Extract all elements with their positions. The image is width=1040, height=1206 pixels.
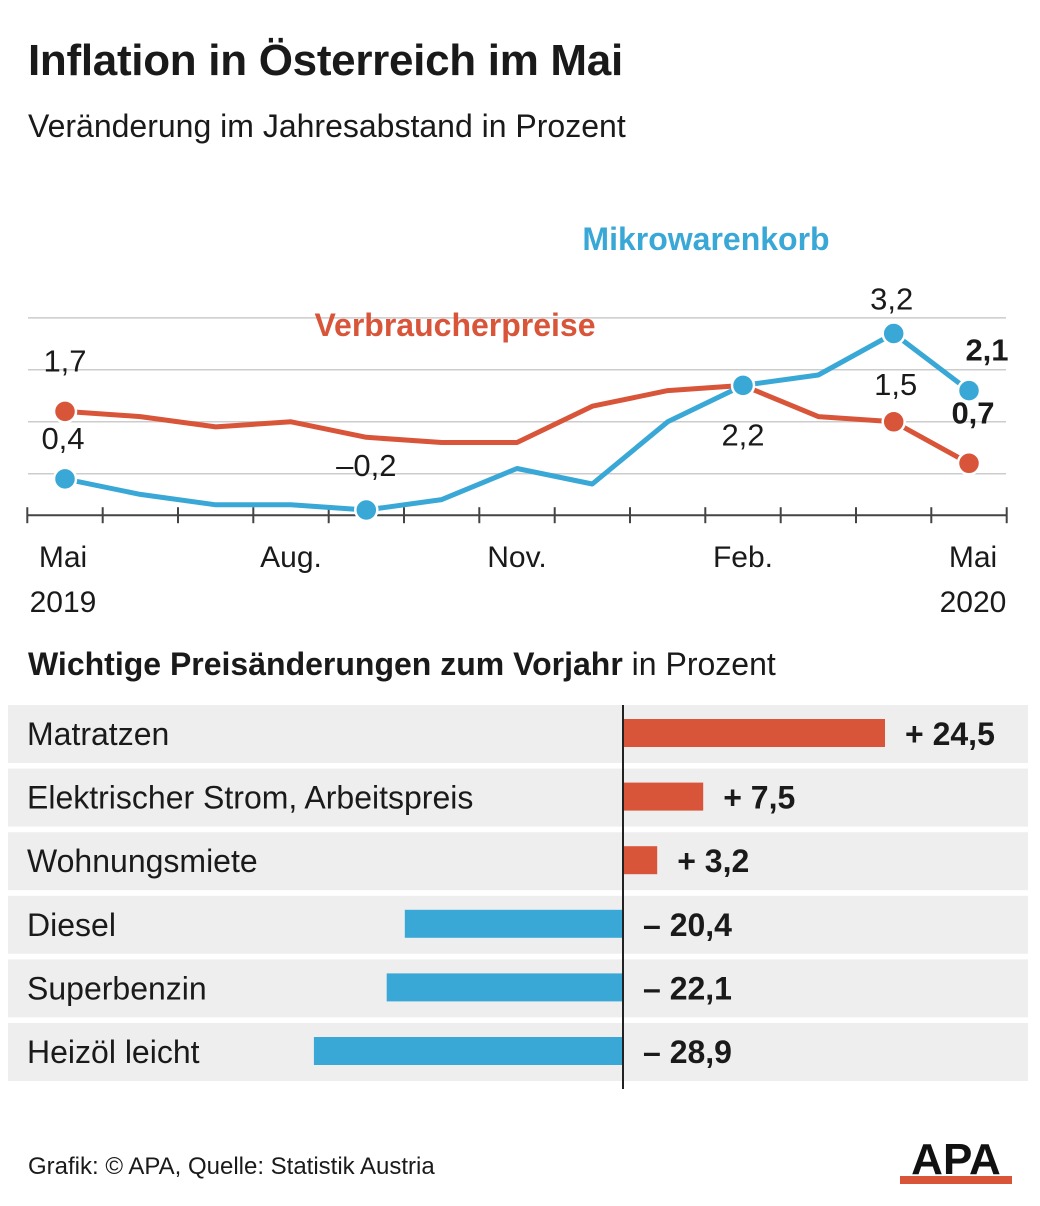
bar-row-background — [8, 768, 1028, 827]
data-label: 2,2 — [721, 417, 764, 452]
data-point-marker — [730, 373, 756, 398]
data-point-marker — [881, 409, 906, 435]
series-label-mikrowarenkorb: Mikrowarenkorb — [582, 221, 829, 257]
x-tick-label-year: 2019 — [30, 586, 97, 619]
bar — [623, 719, 885, 747]
bar — [386, 973, 623, 1002]
bar-value-label: – 20,4 — [643, 907, 732, 943]
data-point-marker — [956, 378, 982, 403]
data-point-marker — [956, 451, 982, 476]
bar-value-label: – 22,1 — [643, 970, 732, 1006]
bar-category-label: Superbenzin — [27, 970, 207, 1006]
footer-credit: Grafik: © APA, Quelle: Statistik Austria — [28, 1153, 435, 1180]
data-point-marker — [52, 399, 78, 424]
x-tick-label: Feb. — [713, 541, 773, 574]
apa-logo-text: APA — [911, 1135, 1001, 1184]
bar-category-label: Elektrischer Strom, Arbeitspreis — [27, 780, 473, 816]
data-label: 2,1 — [965, 333, 1008, 368]
data-label: 1,7 — [43, 343, 86, 378]
series-line-verbraucherpreise — [62, 382, 972, 466]
bar — [404, 909, 623, 938]
bar-category-label: Heizöl leicht — [27, 1034, 200, 1070]
x-tick-label-year: 2020 — [940, 586, 1007, 619]
data-point-marker — [354, 497, 379, 523]
data-label: 3,2 — [870, 282, 913, 317]
bar-chart: Matratzen + 24,5 Elektrischer Strom, Arbei… — [8, 705, 1028, 1089]
bar-category-label: Diesel — [27, 907, 116, 943]
x-tick-label: Mai — [39, 541, 87, 574]
bar-value-label: – 28,9 — [643, 1034, 732, 1070]
apa-logo-bar — [900, 1176, 1012, 1184]
bar — [313, 1037, 623, 1065]
bar-category-label: Wohnungsmiete — [27, 843, 258, 879]
bar-chart-heading-bold: Wichtige Preisänderungen zum Vorjahr — [28, 646, 623, 682]
data-label: 0,4 — [41, 421, 84, 456]
series-label-verbraucherpreise: Verbraucherpreise — [314, 307, 595, 343]
bar-value-label: + 3,2 — [677, 843, 749, 879]
chart-title: Inflation in Österreich im Mai — [28, 36, 623, 85]
bar-value-label: + 24,5 — [905, 716, 995, 752]
data-point-marker — [881, 321, 906, 346]
x-tick-label: Nov. — [487, 541, 546, 574]
bar-chart-heading: Wichtige Preisänderungen zum Vorjahr in … — [28, 646, 776, 683]
x-tick-label: Aug. — [260, 541, 322, 574]
data-label: –0,2 — [336, 448, 396, 483]
bar-category-label: Matratzen — [27, 716, 169, 752]
chart-subtitle: Veränderung im Jahresabstand in Prozent — [28, 108, 626, 144]
x-tick-label: Mai — [949, 541, 997, 574]
data-label: 1,5 — [874, 367, 917, 402]
bar-row-background — [8, 832, 1028, 891]
data-point-marker — [52, 466, 78, 492]
apa-logo: APA — [900, 1135, 1012, 1184]
bar-chart-heading-rest: in Prozent — [622, 646, 776, 682]
bar-value-label: + 7,5 — [723, 780, 795, 816]
bar — [623, 782, 704, 811]
series-line-mikrowarenkorb — [62, 331, 972, 513]
bar — [623, 846, 658, 875]
